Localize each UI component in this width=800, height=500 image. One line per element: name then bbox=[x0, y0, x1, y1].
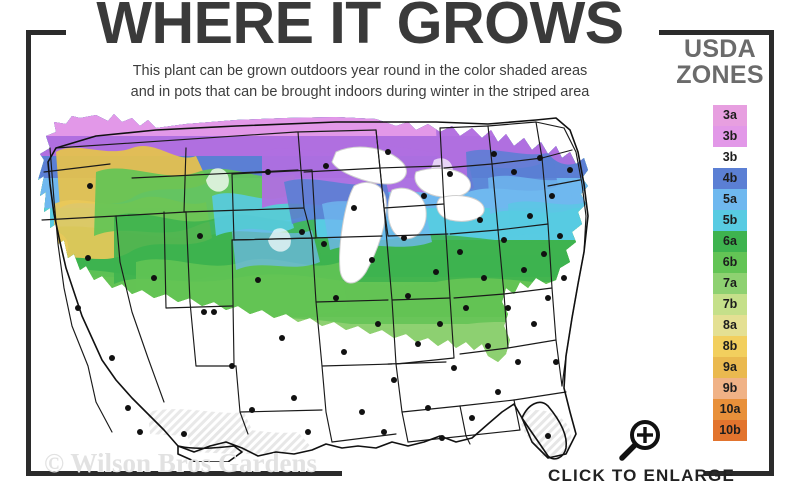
click-to-enlarge-label[interactable]: CLICK TO ENLARGE bbox=[548, 466, 736, 485]
legend-title-line-1: USDA bbox=[683, 35, 757, 63]
subtitle-line-2: and in pots that can be brought indoors … bbox=[130, 84, 590, 101]
zone-swatch-3b: 3b bbox=[713, 126, 747, 147]
zone-swatch-5b: 5b bbox=[713, 210, 747, 231]
zone-swatch-8b: 8b bbox=[713, 336, 747, 357]
zone-swatch-6b: 6b bbox=[713, 252, 747, 273]
zone-swatch-7a: 7a bbox=[713, 273, 747, 294]
zone-swatch-4b: 4b bbox=[713, 168, 747, 189]
legend-title-line-2: ZONES bbox=[676, 61, 764, 89]
zone-swatch-10a: 10a bbox=[713, 399, 747, 420]
frame-border-right bbox=[769, 30, 774, 476]
subtitle-line-1: This plant can be grown outdoors year ro… bbox=[132, 63, 588, 79]
frame-border-bottom-left bbox=[26, 471, 342, 476]
zone-swatch-3b: 3b bbox=[722, 150, 738, 164]
frame-border-bottom-right bbox=[704, 471, 774, 476]
magnifier-plus-icon[interactable] bbox=[618, 418, 664, 462]
zone-swatch-5a: 5a bbox=[713, 189, 747, 210]
frame-border-top-right bbox=[659, 30, 774, 35]
page-title: WHERE IT GROWS bbox=[96, 0, 624, 56]
zone-swatch-10b: 10b bbox=[713, 420, 747, 441]
zone-swatch-6a: 6a bbox=[713, 231, 747, 252]
zone-swatch-8a: 8a bbox=[713, 315, 747, 336]
usda-zones-legend: 3a 3b 3b 4b 5a 5b 6a 6b 7a 7b 8a 8b 9a 9b 10a 10b bbox=[713, 105, 747, 441]
page-subtitle: This plant can be grown outdoors year ro… bbox=[50, 61, 670, 103]
state-borders bbox=[41, 121, 587, 445]
city-dots bbox=[75, 149, 573, 441]
zone-swatch-3a: 3a bbox=[713, 105, 747, 126]
hardiness-zone-map[interactable] bbox=[36, 112, 656, 462]
legend-title: USDA ZONES bbox=[668, 36, 772, 88]
copyright-watermark: © Wilson Bros Gardens bbox=[44, 448, 317, 478]
frame-border-top-left bbox=[26, 30, 66, 35]
frame-border-left bbox=[26, 30, 31, 476]
zone-swatch-9a: 9a bbox=[713, 357, 747, 378]
zone-swatch-9b: 9b bbox=[713, 378, 747, 399]
country-outline bbox=[47, 117, 589, 462]
zone-swatch-7b: 7b bbox=[713, 294, 747, 315]
